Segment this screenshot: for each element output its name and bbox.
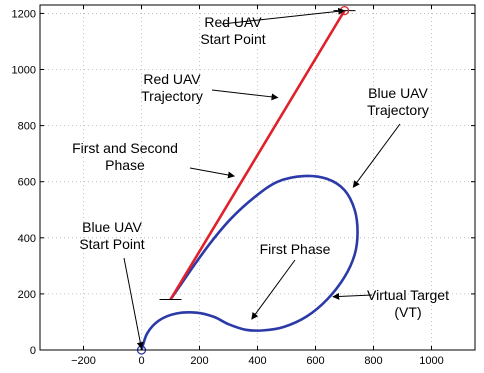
x-tick-label: 1000 bbox=[419, 355, 443, 367]
annotation-line: Start Point bbox=[200, 31, 265, 47]
annotation-line: Phase bbox=[105, 157, 145, 173]
y-tick-label: 1200 bbox=[12, 8, 36, 20]
x-tick-label: 600 bbox=[306, 355, 324, 367]
annotation-text: Red UAV Trajectory bbox=[141, 71, 203, 104]
y-tick-label: 0 bbox=[30, 345, 36, 357]
annotation-arrow bbox=[352, 123, 401, 188]
annotation-line: Blue UAV bbox=[368, 85, 428, 101]
x-tick-label: 800 bbox=[364, 355, 382, 367]
annotation-arrow bbox=[332, 292, 373, 300]
annotation-line: Blue UAV bbox=[82, 219, 142, 235]
x-tick-label: −200 bbox=[71, 355, 96, 367]
ticks-layer: −200 0 200 400 600 800 1000 0 200 400 600 800 1000 12… bbox=[12, 5, 475, 367]
x-tick-label: 400 bbox=[248, 355, 266, 367]
annotation-text: Blue UAV Trajectory bbox=[367, 85, 429, 118]
annotation-arrow bbox=[251, 259, 296, 320]
annotation-line: Start Point bbox=[79, 236, 144, 252]
annotation-line: (VT) bbox=[394, 304, 421, 320]
x-tick-label: 0 bbox=[138, 355, 144, 367]
annotation-line: Virtual Target bbox=[367, 287, 449, 303]
annotation-text: First and Second Phase bbox=[72, 140, 178, 173]
series-layer bbox=[130, 5, 359, 355]
annotation-line: Red UAV bbox=[143, 71, 201, 87]
annotation-arrow bbox=[211, 89, 279, 101]
red-uav-trajectory-line bbox=[169, 9, 346, 301]
y-tick-label: 400 bbox=[18, 233, 36, 245]
y-tick-label: 600 bbox=[18, 177, 36, 189]
annotation-arrow bbox=[189, 167, 235, 179]
annotation-line: Trajectory bbox=[367, 102, 429, 118]
annotation-line: First and Second bbox=[72, 140, 178, 156]
annotation-line: Trajectory bbox=[141, 88, 203, 104]
annotation-arrow bbox=[123, 257, 144, 350]
annotation-line: First Phase bbox=[260, 241, 331, 257]
y-tick-label: 800 bbox=[18, 121, 36, 133]
x-tick-label: 200 bbox=[190, 355, 208, 367]
annotation-text: Blue UAV Start Point bbox=[79, 219, 144, 252]
annotation-text: First Phase bbox=[260, 241, 331, 257]
annotation-text: Virtual Target (VT) bbox=[367, 287, 449, 320]
y-tick-label: 200 bbox=[18, 289, 36, 301]
annotation-text: Red UAV Start Point bbox=[200, 14, 265, 47]
blue-uav-trajectory-line bbox=[140, 174, 359, 351]
y-tick-label: 1000 bbox=[12, 65, 36, 77]
annotation-arrow bbox=[221, 7, 346, 25]
annotation-line: Red UAV bbox=[204, 14, 262, 30]
